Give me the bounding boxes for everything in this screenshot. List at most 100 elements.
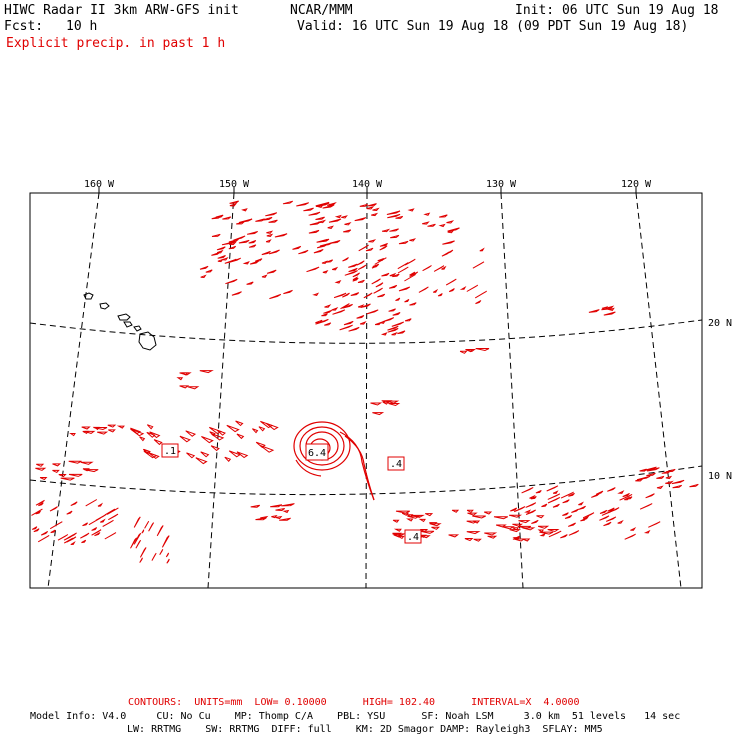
precip-contour: [31, 526, 38, 530]
precip-contour: [599, 509, 608, 514]
precip-contour: [475, 300, 482, 305]
precip-contour: [420, 530, 435, 534]
precip-contour: [389, 284, 398, 289]
precip-contour: [601, 509, 614, 516]
precip-contour: [548, 530, 562, 538]
precip-contour: [348, 263, 358, 268]
lon-ticks: [98, 187, 637, 193]
precip-contour: [68, 460, 82, 464]
precip-contour: [292, 245, 302, 250]
precip-contour: [238, 239, 250, 244]
precip-contour: [422, 265, 432, 272]
precip-contour: [582, 515, 590, 520]
precip-contour: [102, 519, 114, 527]
precip-contour: [578, 505, 586, 510]
precip-contour: [241, 208, 248, 212]
precip-contour: [645, 493, 655, 499]
precip-contour: [228, 257, 241, 264]
precip-contour: [324, 322, 332, 326]
precip-contour: [409, 302, 417, 306]
precip-contour: [370, 402, 383, 406]
precip-contour: [315, 319, 323, 324]
precip-contour: [522, 538, 531, 542]
precip-contour: [352, 276, 358, 281]
precip-contour: [248, 240, 257, 244]
precip-contour: [211, 233, 221, 237]
precip-contour: [36, 463, 45, 467]
precip-contour: [431, 526, 440, 530]
precip-contour: [447, 227, 460, 232]
precip-contour: [464, 538, 474, 542]
precip-contour: [568, 492, 575, 497]
precip-contour: [373, 287, 383, 294]
precip-contour: [235, 420, 244, 427]
precip-contour: [63, 537, 74, 544]
field-description: Explicit precip. in past 1 h: [6, 36, 226, 51]
precip-contour: [255, 258, 263, 262]
precip-contour: [33, 528, 40, 533]
precip-contour: [321, 313, 328, 317]
precip-contour: [472, 520, 481, 524]
precip-contour: [531, 519, 539, 524]
precip-contour: [342, 303, 353, 309]
precip-contour: [107, 424, 117, 428]
precip-contour: [607, 307, 615, 311]
precip-contour: [390, 234, 400, 239]
organization-label: NCAR/MMM: [290, 3, 353, 18]
precip-contour: [665, 468, 676, 473]
precip-contour: [344, 270, 358, 276]
precip-contour: [35, 467, 47, 471]
precip-contours: [31, 200, 699, 564]
precip-contour: [250, 504, 260, 508]
contour-label-box: 6.4: [305, 443, 329, 461]
precip-contour: [582, 512, 595, 519]
precip-contour: [360, 303, 371, 308]
precip-contour: [387, 327, 399, 333]
precip-contour: [130, 537, 138, 549]
precip-contour: [404, 274, 416, 282]
precip-contour: [398, 240, 409, 245]
precip-contour: [607, 507, 615, 512]
precip-contour: [159, 549, 164, 555]
precip-contour: [282, 509, 290, 514]
precip-contour: [508, 514, 523, 518]
precip-contour: [560, 534, 568, 539]
precip-contour: [395, 215, 404, 219]
precip-contour: [217, 258, 224, 263]
precip-contour: [467, 512, 478, 516]
precip-contour: [323, 309, 333, 314]
precip-contour: [484, 511, 493, 515]
precip-contour: [39, 477, 48, 481]
lon-label: 160 W: [84, 179, 115, 190]
precip-contour: [546, 485, 559, 492]
precip-contour: [116, 425, 125, 429]
precip-contour: [479, 247, 485, 252]
precip-contour: [447, 229, 455, 234]
precip-contour: [249, 260, 260, 265]
precip-contour: [316, 243, 328, 249]
precip-contour: [66, 510, 73, 515]
precip-contour: [85, 499, 98, 507]
precip-contour: [395, 510, 411, 514]
product-title: HIWC Radar II 3km ARW-GFS init: [4, 3, 239, 18]
precip-contour: [487, 535, 498, 539]
precip-contour: [599, 515, 610, 521]
precip-contour: [332, 266, 339, 271]
precip-contour: [560, 491, 574, 499]
precip-contour: [37, 534, 50, 543]
precip-contour: [406, 518, 414, 522]
precip-contour: [341, 215, 348, 219]
precip-contour: [432, 288, 439, 293]
precip-contour: [70, 501, 78, 506]
model-info-line1: Model Info: V4.0 CU: No Cu MP: Thomp C/A…: [30, 711, 681, 722]
precip-contour: [420, 529, 429, 533]
precip-contour: [448, 288, 455, 293]
precip-contour: [315, 318, 329, 325]
precip-contour: [153, 439, 163, 446]
precip-contour: [139, 547, 147, 558]
precip-contour: [342, 292, 350, 298]
precip-contour: [231, 291, 242, 296]
precip-contour: [348, 326, 360, 332]
precip-contour: [283, 289, 293, 295]
precip-contour: [368, 239, 377, 243]
